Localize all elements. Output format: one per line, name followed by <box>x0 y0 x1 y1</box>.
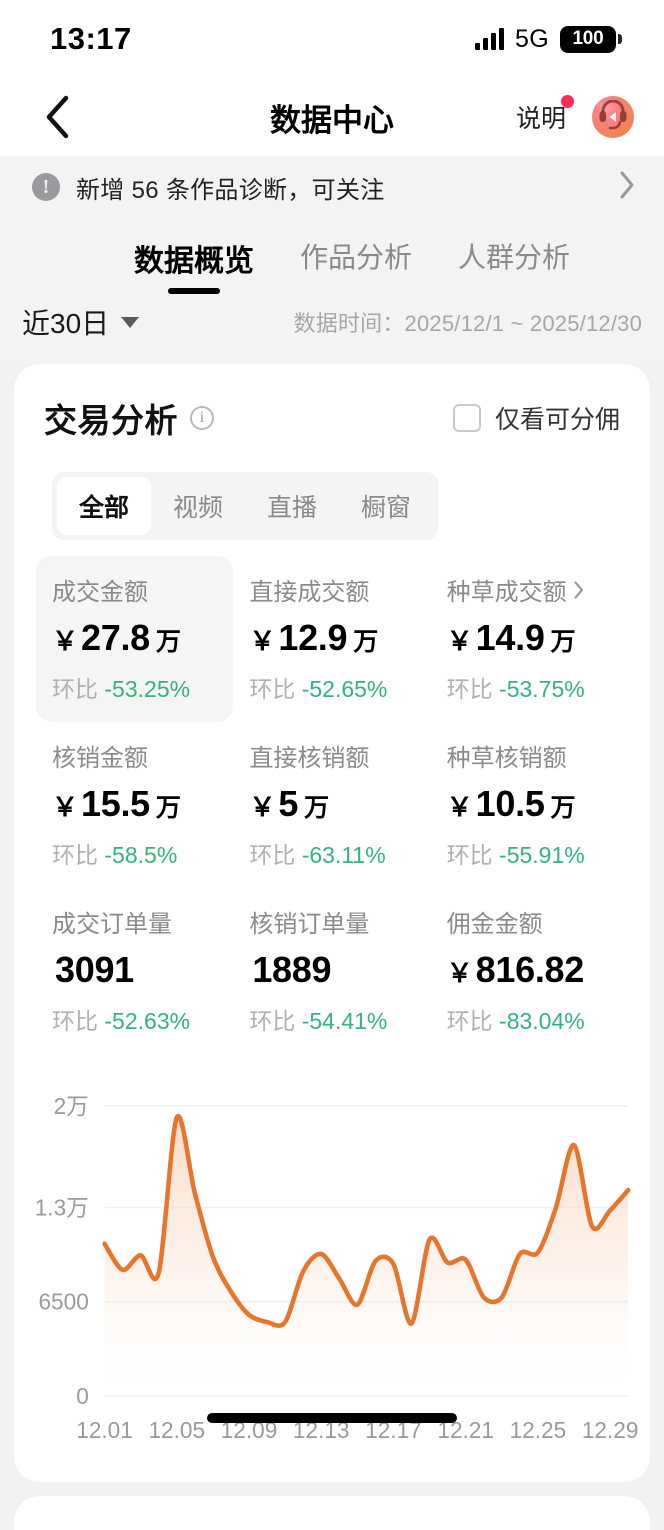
chevron-right-icon <box>574 580 583 599</box>
nav-actions: 说明 <box>515 95 634 138</box>
metric-delta: 环比 -52.65% <box>249 676 388 702</box>
chart-y-tick-label: 6500 <box>38 1289 88 1315</box>
chevron-right-icon <box>619 170 636 205</box>
notice-text: 新增 56 条作品诊断，可关注 <box>76 176 385 204</box>
metrics-row: 成交金额 ￥ 27.8 万 环比 -53.25% 直接成交额 ￥ 12.9 万 <box>36 556 628 722</box>
metric-value: ￥ 5 万 <box>249 783 330 824</box>
date-range-label: 近30日 <box>22 308 110 339</box>
metric-value: ￥ 27.8 万 <box>52 617 181 658</box>
tab-active-underline <box>168 288 220 294</box>
metric-delta: 环比 -52.63% <box>52 1008 191 1034</box>
metric-label: 成交订单量 <box>52 911 172 938</box>
info-circle-icon[interactable]: i <box>190 406 214 430</box>
network-type-label: 5G <box>515 24 549 53</box>
metric-label: 直接成交额 <box>249 579 370 606</box>
chart-y-tick-label: 0 <box>76 1383 89 1409</box>
signal-bars-icon <box>475 28 505 50</box>
exclamation-circle-icon: ! <box>32 173 60 201</box>
metric-label: 成交金额 <box>52 579 148 606</box>
tab-data-overview[interactable]: 数据概览 <box>134 236 254 296</box>
metric-delta: 环比 -83.04% <box>446 1008 585 1034</box>
commission-checkbox[interactable] <box>452 404 481 432</box>
trend-chart[interactable]: 0 6500 1.3万 2万 12.01 12.05 12.09 12.13 12.17 12.… <box>14 1088 650 1458</box>
navigation-bar: 数据中心 说明 <box>0 78 664 156</box>
segment-video[interactable]: 视频 <box>173 494 224 522</box>
help-button[interactable]: 说明 <box>515 95 574 135</box>
date-filter-row: 近30日 数据时间：2025/12/1 ~ 2025/12/30 <box>0 296 664 364</box>
metric-gmv[interactable]: 成交金额 ￥ 27.8 万 环比 -53.25% <box>36 556 234 722</box>
status-indicators: 5G 100 <box>475 25 622 54</box>
metric-delta: 环比 -58.5% <box>52 842 178 868</box>
back-button[interactable] <box>34 94 80 140</box>
customer-service-avatar[interactable] <box>592 96 634 138</box>
chart-area-fill <box>104 1116 629 1396</box>
tab-content-analysis[interactable]: 作品分析 <box>300 236 412 292</box>
metrics-row: 成交订单量 3091 环比 -52.63% 核销订单量 1889 环比 <box>36 888 628 1054</box>
notification-dot <box>561 95 574 108</box>
metric-delta: 环比 -53.75% <box>446 676 585 702</box>
chart-y-tick-label: 2万 <box>54 1093 89 1119</box>
chart-y-tick-label: 1.3万 <box>35 1194 89 1220</box>
metric-seeding-settled[interactable]: 种草核销额 ￥ 10.5 万 环比 -55.91% <box>431 722 628 888</box>
battery-full-icon: 100 <box>560 25 622 53</box>
tab-audience-analysis[interactable]: 人群分析 <box>458 236 570 292</box>
metric-commission[interactable]: 佣金金额 ￥ 816.82 环比 -83.04% <box>431 888 628 1054</box>
status-bar: 13:17 5G 100 <box>0 0 664 78</box>
metrics-row: 核销金额 ￥ 15.5 万 环比 -58.5% 直接核销额 ￥ 5 万 环比 <box>36 722 628 888</box>
metric-value: ￥ 816.82 <box>446 949 585 990</box>
home-indicator[interactable] <box>0 1413 664 1423</box>
metric-settled-order-count[interactable]: 核销订单量 1889 环比 -54.41% <box>233 888 430 1054</box>
card-title: 交易分析 <box>44 402 178 439</box>
date-range-selector[interactable]: 近30日 <box>22 302 140 342</box>
metric-seeding-gmv[interactable]: 种草成交额 ￥ 14.9 万 环比 -53.75% <box>431 556 628 722</box>
tab-label: 数据概览 <box>134 245 254 278</box>
segment-all[interactable]: 全部 <box>57 477 152 535</box>
headset-icon <box>599 100 627 130</box>
metrics-grid: 成交金额 ￥ 27.8 万 环比 -53.25% 直接成交额 ￥ 12.9 万 <box>14 540 650 1054</box>
metric-value: ￥ 15.5 万 <box>52 783 181 824</box>
metric-direct-settled[interactable]: 直接核销额 ￥ 5 万 环比 -63.11% <box>233 722 430 888</box>
metric-value: 1889 <box>252 949 332 990</box>
metric-order-count[interactable]: 成交订单量 3091 环比 -52.63% <box>36 888 233 1054</box>
metric-delta: 环比 -53.25% <box>52 676 191 702</box>
tab-label: 作品分析 <box>300 242 413 273</box>
commission-checkbox-label: 仅看可分佣 <box>494 406 620 434</box>
tab-label: 人群分析 <box>458 242 571 273</box>
metric-label: 核销订单量 <box>249 911 370 938</box>
transaction-analysis-card: 交易分析 i 仅看可分佣 全部 视频 直播 橱窗 成交金额 ￥ 27.8 万 <box>14 364 650 1482</box>
next-card-peek <box>14 1496 650 1530</box>
card-header: 交易分析 i 仅看可分佣 <box>14 394 650 442</box>
metric-value: ￥ 14.9 万 <box>446 617 576 658</box>
data-time-label: 数据时间：2025/12/1 ~ 2025/12/30 <box>293 311 642 336</box>
help-label: 说明 <box>515 105 566 133</box>
metric-delta: 环比 -63.11% <box>249 842 386 868</box>
segment-live[interactable]: 直播 <box>267 494 318 522</box>
chart-line <box>102 1113 631 1328</box>
metric-direct-gmv[interactable]: 直接成交额 ￥ 12.9 万 环比 -52.65% <box>233 556 430 722</box>
commission-filter-toggle[interactable]: 仅看可分佣 <box>452 400 620 436</box>
metric-delta: 环比 -55.91% <box>446 842 585 868</box>
metric-value: 3091 <box>55 949 134 990</box>
metric-label: 直接核销额 <box>249 745 370 772</box>
source-segmented-control: 全部 视频 直播 橱窗 <box>52 472 439 540</box>
metric-label: 佣金金额 <box>446 911 543 938</box>
battery-percent-label: 100 <box>572 28 604 49</box>
metric-label: 种草成交额 <box>447 572 614 607</box>
segment-showcase[interactable]: 橱窗 <box>361 494 412 522</box>
chevron-down-icon <box>121 316 140 328</box>
chevron-left-icon <box>46 95 69 139</box>
status-time: 13:17 <box>50 21 132 56</box>
tab-bar: 数据概览 作品分析 人群分析 <box>0 218 664 296</box>
metric-settled-amount[interactable]: 核销金额 ￥ 15.5 万 环比 -58.5% <box>36 722 233 888</box>
metric-value: ￥ 12.9 万 <box>249 617 379 658</box>
notice-banner[interactable]: ! 新增 56 条作品诊断，可关注 <box>0 156 664 218</box>
metric-delta: 环比 -54.41% <box>249 1008 388 1034</box>
metric-value: ￥ 10.5 万 <box>446 783 576 824</box>
metric-label: 种草核销额 <box>446 745 567 772</box>
metric-label: 核销金额 <box>52 745 148 772</box>
chart-y-axis-labels: 0 6500 1.3万 2万 <box>35 1093 89 1409</box>
